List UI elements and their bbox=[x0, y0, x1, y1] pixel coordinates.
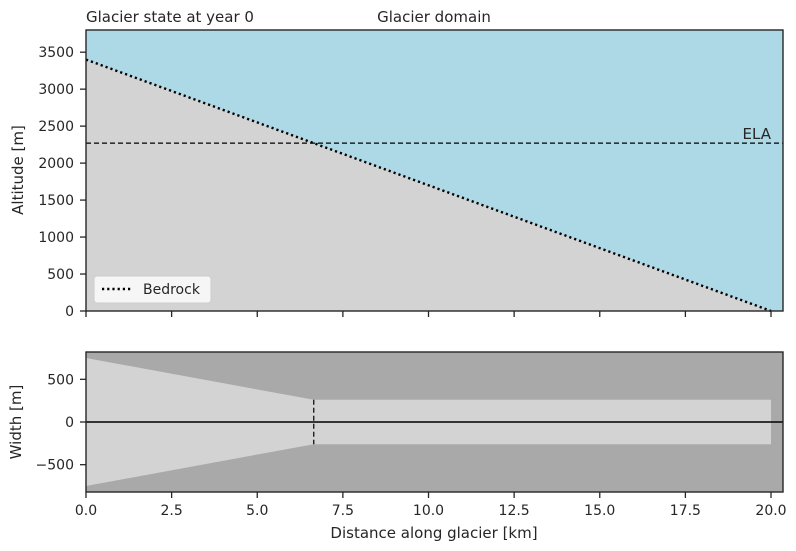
legend-box bbox=[93, 275, 212, 304]
width-axis-label: Width [m] bbox=[7, 385, 25, 460]
altitude-x-ticks bbox=[85, 311, 772, 317]
legend: Bedrock bbox=[93, 275, 212, 304]
y-tick-label: 2500 bbox=[38, 119, 74, 135]
y-tick-label: 0 bbox=[65, 304, 74, 320]
width-panel: 0.0 2.5 5.0 7.5 10.0 12.5 15.0 17.5 20.0 −500 0 50… bbox=[7, 351, 787, 542]
altitude-panel: ELA 0 500 1000 1500 2000 2500 3000 3500 Glacier… bbox=[9, 8, 784, 320]
x-tick-label: 20.0 bbox=[755, 503, 786, 519]
altitude-frame bbox=[85, 29, 784, 312]
bedrock-line bbox=[85, 58, 772, 313]
x-tick-label: 0.0 bbox=[75, 503, 97, 519]
y-tick-label: 3000 bbox=[38, 82, 74, 98]
x-tick-label: 15.0 bbox=[584, 503, 615, 519]
legend-bedrock-label: Bedrock bbox=[143, 282, 201, 298]
y-tick-label: 3500 bbox=[38, 45, 74, 61]
x-tick-label: 17.5 bbox=[670, 503, 701, 519]
x-axis-label: Distance along glacier [km] bbox=[330, 524, 537, 542]
y-tick-label: 1000 bbox=[38, 230, 74, 246]
x-tick-label: 5.0 bbox=[246, 503, 268, 519]
y-tick-label: 1500 bbox=[38, 193, 74, 209]
x-tick-label: 2.5 bbox=[160, 503, 182, 519]
y-tick-label: −500 bbox=[36, 458, 74, 474]
y-tick-label: 0 bbox=[65, 415, 74, 431]
width-y-ticks: −500 0 500 bbox=[36, 372, 86, 474]
y-tick-label: 2000 bbox=[38, 156, 74, 172]
altitude-axis-label: Altitude [m] bbox=[9, 125, 27, 215]
altitude-y-ticks: 0 500 1000 1500 2000 2500 3000 3500 bbox=[38, 45, 86, 320]
x-tick-label: 10.0 bbox=[413, 503, 444, 519]
x-tick-label: 7.5 bbox=[332, 503, 354, 519]
y-tick-label: 500 bbox=[47, 267, 74, 283]
width-x-ticks: 0.0 2.5 5.0 7.5 10.0 12.5 15.0 17.5 20.0 bbox=[75, 492, 787, 519]
domain-title: Glacier domain bbox=[377, 8, 491, 26]
y-tick-label: 500 bbox=[47, 372, 74, 388]
ela-label: ELA bbox=[743, 125, 772, 143]
x-tick-label: 12.5 bbox=[499, 503, 530, 519]
state-title: Glacier state at year 0 bbox=[86, 8, 254, 26]
